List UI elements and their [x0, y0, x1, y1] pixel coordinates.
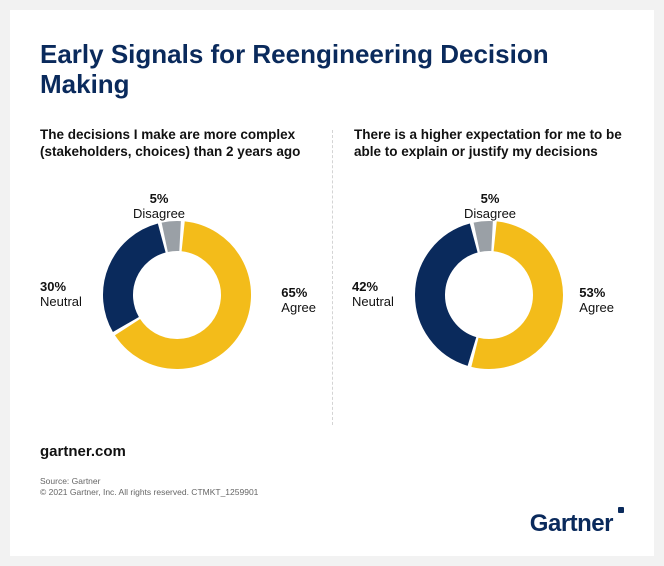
chart-left-donut-wrap: 5% Disagree 30% Neutral 65% Agree: [40, 165, 314, 425]
chart-right-donut-wrap: 5% Disagree 42% Neutral 53% Agree: [354, 165, 624, 425]
donut-segment-disagree: [477, 236, 492, 237]
pct-value: 5%: [133, 191, 185, 207]
main-title: Early Signals for Reengineering Decision…: [40, 40, 624, 100]
chart-left: The decisions I make are more complex (s…: [40, 126, 332, 425]
donut-segment-agree: [475, 236, 548, 354]
brand-logo: Gartner: [530, 510, 624, 538]
pct-value: 53%: [579, 285, 614, 301]
copyright-line: © 2021 Gartner, Inc. All rights reserved…: [40, 487, 624, 498]
chart-left-donut: [97, 215, 257, 375]
donut-segment-neutral: [430, 238, 474, 351]
chart-right-label-neutral: 42% Neutral: [352, 279, 394, 310]
brand-dot-icon: [618, 507, 624, 513]
pct-value: 42%: [352, 279, 394, 295]
pct-value: 65%: [281, 285, 316, 301]
chart-right-subtitle: There is a higher expectation for me to …: [354, 126, 624, 161]
chart-right-donut: [409, 215, 569, 375]
chart-right: There is a higher expectation for me to …: [332, 126, 624, 425]
chart-right-label-disagree: 5% Disagree: [464, 191, 516, 222]
chart-left-subtitle: The decisions I make are more complex (s…: [40, 126, 314, 161]
pct-label: Neutral: [40, 294, 82, 310]
pct-label: Agree: [281, 300, 316, 316]
infographic-card: Early Signals for Reengineering Decision…: [10, 10, 654, 556]
pct-label: Agree: [579, 300, 614, 316]
chart-left-label-agree: 65% Agree: [281, 285, 316, 316]
chart-left-label-disagree: 5% Disagree: [133, 191, 185, 222]
site-link: gartner.com: [40, 443, 624, 460]
fine-print: Source: Gartner © 2021 Gartner, Inc. All…: [40, 476, 624, 498]
brand-text: Gartner: [530, 510, 613, 537]
chart-right-label-agree: 53% Agree: [579, 285, 614, 316]
chart-left-label-neutral: 30% Neutral: [40, 279, 82, 310]
pct-label: Disagree: [133, 206, 185, 222]
donut-segment-disagree: [165, 236, 180, 237]
donut-segment-neutral: [118, 238, 162, 324]
charts-row: The decisions I make are more complex (s…: [40, 126, 624, 425]
pct-label: Neutral: [352, 294, 394, 310]
source-line: Source: Gartner: [40, 476, 624, 487]
pct-value: 5%: [464, 191, 516, 207]
pct-value: 30%: [40, 279, 82, 295]
pct-label: Disagree: [464, 206, 516, 222]
